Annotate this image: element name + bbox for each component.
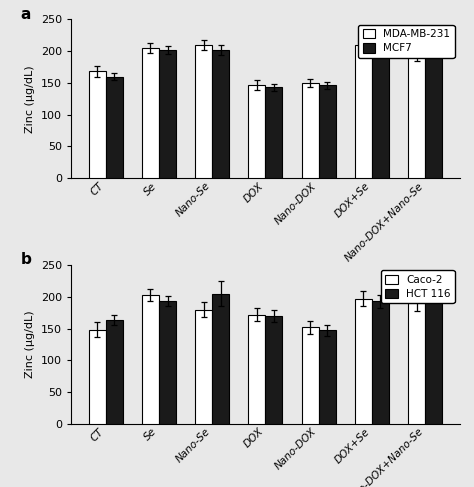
Bar [408,56,425,178]
Bar [265,87,283,178]
Legend: Caco-2, HCT 116: Caco-2, HCT 116 [381,270,455,303]
Bar [425,292,442,424]
Bar [212,294,229,424]
Bar [319,331,336,424]
Legend: MDA-MB-231, MCF7: MDA-MB-231, MCF7 [358,25,455,57]
Bar [142,295,159,424]
Bar [89,330,106,424]
Y-axis label: Zinc (μg/dL): Zinc (μg/dL) [26,311,36,378]
Bar [265,316,283,424]
Bar [355,45,372,178]
Bar [425,53,442,178]
Bar [106,320,123,424]
Bar [301,327,319,424]
Bar [248,85,265,178]
Bar [195,310,212,424]
Bar [355,299,372,424]
Bar [142,48,159,178]
Text: a: a [20,7,31,22]
Bar [159,50,176,178]
Bar [89,72,106,178]
Bar [248,315,265,424]
Bar [212,50,229,178]
Text: b: b [20,252,31,267]
Bar [319,85,336,178]
Bar [408,303,425,424]
Bar [372,301,389,424]
Bar [195,45,212,178]
Bar [372,48,389,178]
Bar [301,83,319,178]
Y-axis label: Zinc (μg/dL): Zinc (μg/dL) [26,65,36,132]
Bar [106,76,123,178]
Bar [159,301,176,424]
